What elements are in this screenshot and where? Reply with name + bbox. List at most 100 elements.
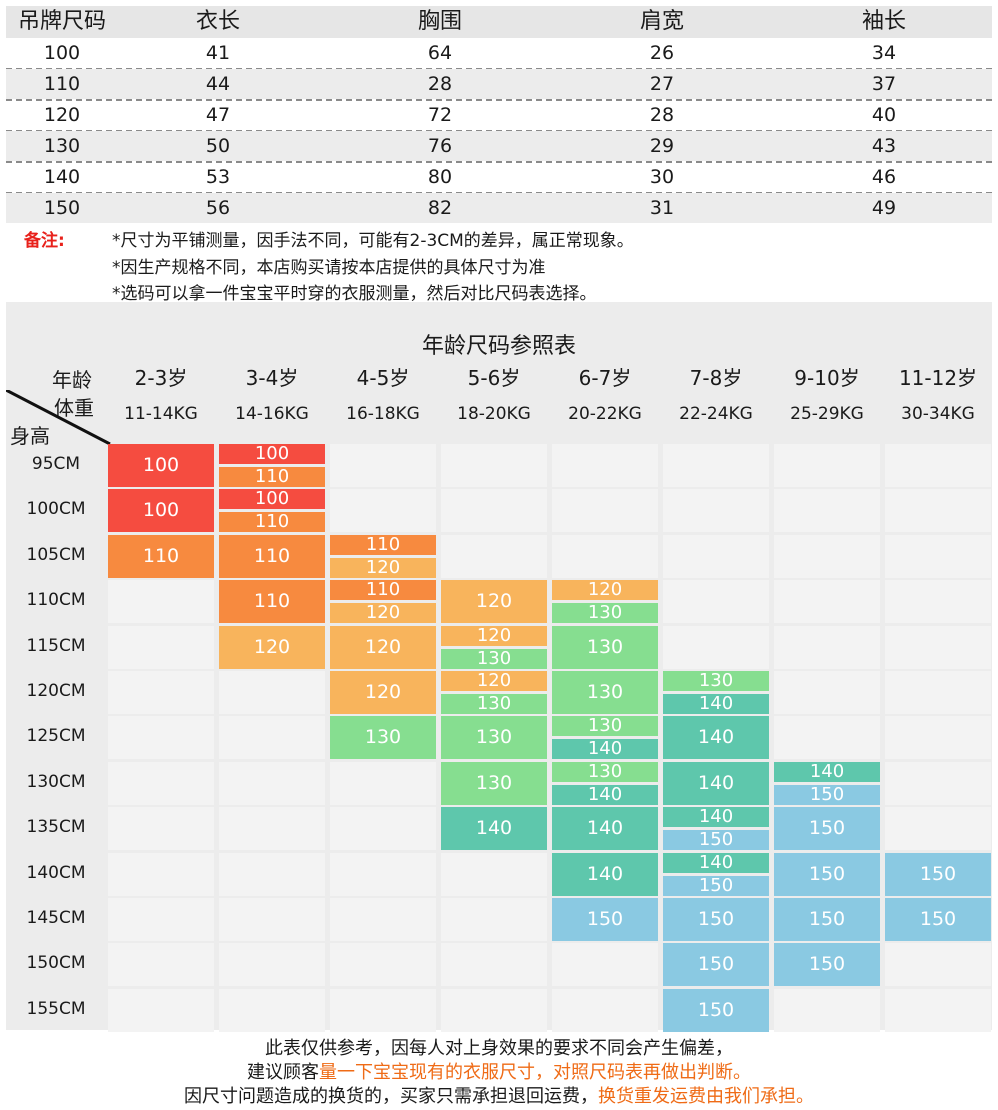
weight-column-header: 22-24KG: [679, 404, 753, 424]
height-row-label: 115CM: [26, 635, 86, 656]
size-table-row: 120 47 72 28 40: [6, 100, 992, 130]
size-cell-split: 110 120: [330, 534, 436, 578]
empty-cell: [885, 807, 991, 851]
corner-diagonal-line: [6, 390, 111, 446]
weight-column-header: 25-29KG: [790, 404, 864, 424]
empty-cell: [441, 444, 547, 487]
size-cell: 150: [663, 988, 769, 1032]
empty-cell: [219, 716, 325, 760]
size-cell: 150: [552, 898, 658, 941]
size-cell-split: 140 150: [663, 807, 769, 851]
empty-cell: [330, 852, 436, 896]
size-table-row: 130 50 76 29 43: [6, 131, 992, 161]
size-table-cell: 64: [427, 42, 453, 64]
size-cell: 130: [441, 716, 547, 760]
empty-cell: [885, 988, 991, 1032]
empty-cell: [885, 671, 991, 714]
size-cell-part: 110: [219, 467, 325, 487]
size-table-row: 140 53 80 30 46: [6, 162, 992, 192]
empty-cell: [774, 716, 880, 760]
empty-cell: [108, 852, 214, 896]
size-cell-part: 130: [552, 603, 658, 624]
empty-cell: [108, 671, 214, 714]
size-cell-split: 120 130: [552, 580, 658, 624]
empty-cell: [774, 580, 880, 624]
size-cell-part: 140: [552, 784, 658, 805]
size-cell-split: 130 140: [552, 716, 658, 760]
empty-cell: [330, 898, 436, 941]
size-cell-part: 130: [552, 761, 658, 782]
notes-label: 备注:: [24, 231, 65, 251]
size-table-cell: 140: [43, 166, 81, 188]
empty-cell: [885, 580, 991, 624]
size-cell-split: 110 120: [330, 580, 436, 624]
size-cell: 150: [885, 898, 991, 941]
empty-cell: [774, 625, 880, 669]
size-cell-part: 110: [330, 534, 436, 555]
size-cell: 130: [441, 761, 547, 805]
chart-title: 年龄尺码参照表: [421, 334, 576, 359]
size-table-cell: 53: [205, 166, 231, 188]
size-cell-part: 100: [219, 489, 325, 510]
size-cell-part: 150: [774, 784, 880, 805]
size-table-cell: 50: [205, 135, 231, 157]
size-cell: 150: [663, 943, 769, 987]
empty-cell: [663, 625, 769, 669]
size-table-cell: 28: [427, 73, 453, 95]
size-table-cell: 72: [427, 104, 453, 126]
size-table-cell: 40: [871, 104, 897, 126]
empty-cell: [219, 671, 325, 714]
size-table-header: 吊牌尺码 衣长 胸围 肩宽 袖长: [6, 6, 992, 38]
empty-cell: [552, 943, 658, 987]
empty-cell: [108, 988, 214, 1032]
size-table-cell: 76: [427, 135, 453, 157]
empty-cell: [663, 580, 769, 624]
size-cell: 150: [885, 852, 991, 896]
empty-cell: [108, 807, 214, 851]
header-tag-size: 吊牌尺码: [17, 9, 106, 34]
size-cell-split: 130 140: [663, 671, 769, 714]
size-cell: 120: [441, 580, 547, 624]
size-cell: 100: [108, 489, 214, 533]
size-cell-split: 120 130: [441, 625, 547, 669]
size-cell-split: 140 150: [774, 761, 880, 805]
size-cell: 140: [441, 807, 547, 851]
height-row-label: 95CM: [31, 454, 81, 474]
size-table-cell: 29: [649, 135, 675, 157]
size-cell-part: 110: [330, 580, 436, 601]
size-cell: 110: [108, 534, 214, 578]
size-cell: 150: [774, 852, 880, 896]
size-cell: 140: [552, 807, 658, 851]
empty-cell: [885, 489, 991, 533]
corner-age-label: 年龄: [52, 368, 92, 392]
height-row-label: 130CM: [26, 771, 86, 792]
size-table-cell: 30: [649, 166, 675, 188]
empty-cell: [219, 943, 325, 987]
size-cell: 130: [552, 625, 658, 669]
corner-height-label: 身高: [10, 424, 50, 448]
size-table-cell: 49: [871, 197, 897, 219]
empty-cell: [330, 444, 436, 487]
size-table-cell: 46: [871, 166, 897, 188]
footer-line-3: 因尺寸问题造成的换货的，买家只需承担退回运费，换货重发运费由我们承担。: [0, 1082, 998, 1108]
size-table-cell: 130: [43, 135, 81, 157]
empty-cell: [552, 444, 658, 487]
size-table-cell: 26: [649, 42, 675, 64]
size-cell: 110: [219, 580, 325, 624]
size-cell: 120: [219, 625, 325, 669]
size-cell-part: 130: [441, 694, 547, 714]
size-cell: 130: [552, 671, 658, 714]
empty-cell: [219, 807, 325, 851]
size-table-cell: 120: [43, 104, 81, 126]
height-row-label: 155CM: [26, 998, 86, 1019]
height-row-label: 105CM: [26, 544, 86, 565]
empty-cell: [219, 898, 325, 941]
corner-weight-label: 体重: [54, 396, 94, 420]
size-cell: 120: [330, 625, 436, 669]
footer-line-2: 建议顾客量一下宝宝现有的衣服尺寸，对照尺码表再做出判断。: [0, 1058, 998, 1084]
size-cell: 120: [330, 671, 436, 714]
size-table-cell: 28: [649, 104, 675, 126]
size-cell-part: 130: [663, 671, 769, 691]
empty-cell: [441, 489, 547, 533]
size-cell-part: 150: [663, 875, 769, 896]
